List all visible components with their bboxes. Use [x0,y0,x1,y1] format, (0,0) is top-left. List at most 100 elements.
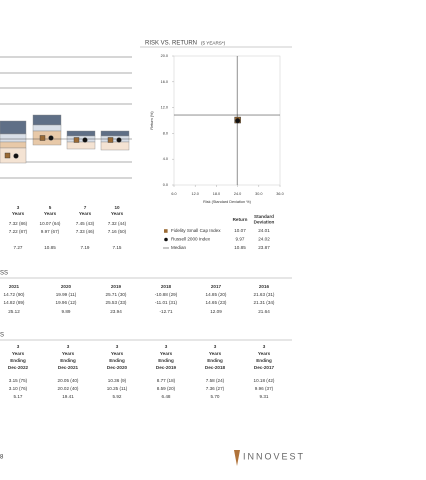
table-cell: 25.71 (30) [106,292,127,297]
column-header: Dec-2020 [107,365,128,370]
x-tick-label: 30.0 [255,192,262,196]
table-cell: 10.25 (11) [107,386,128,391]
table-cell: 24.02 [258,237,270,242]
column-header: 7 [84,205,87,210]
table-cell: 5.70 [211,394,220,399]
column-header: 5 [49,205,52,210]
table-cell: 7.32 (44) [108,221,127,226]
table-cell: 10.18 (42) [254,378,275,383]
column-header: Years [12,351,25,356]
point [235,118,241,124]
table-cell: 25.12 [8,309,20,314]
table-cell: 7.19 [81,245,90,250]
column-header: Ending [60,358,76,363]
chart-title: RISK VS. RETURN [145,41,197,47]
table-cell: 14.82 (89) [4,300,25,305]
table-cell: 12.09 [210,309,222,314]
column-header: 3 [165,344,168,349]
table-cell: -10.88 (29) [155,292,178,297]
table-cell: 9.97 (67) [41,229,60,234]
y-axis-label: Return (%) [150,111,154,130]
table-cell: 14.85 (20) [206,292,227,297]
chart-subtitle: (5 YEARS*) [201,41,226,46]
column-header: Years [111,211,124,216]
table-cell: 21.64 [258,309,270,314]
column-header: Ending [109,358,125,363]
plot-frame [173,55,281,186]
table-cell: 7.45 (43) [76,221,95,226]
y-tick-label: 8.0 [163,131,168,135]
table-cell: 7.58 (24) [206,378,225,383]
table-cell: 20.05 (40) [58,378,79,383]
column-header: Years [258,351,271,356]
table-cell: 7.36 (27) [206,386,225,391]
column-header: Years [209,351,222,356]
table-cell: 10.07 (64) [40,221,61,226]
x-tick-label: 12.0 [192,192,199,196]
page-number: 8 [0,455,4,461]
column-header: Years [160,351,173,356]
column-header: Years [12,211,25,216]
column-header: Dec-2017 [254,365,275,370]
y-tick-label: 20.0 [161,54,168,58]
table-cell: 3.10 (76) [9,386,28,391]
column-header: Ending [158,358,174,363]
table-cell: 7.15 [113,245,122,250]
table-cell: 6.48 [162,394,171,399]
table-cell: 5.92 [113,394,122,399]
table-cell: 8.77 (18) [157,378,176,383]
table-cell: 9.96 (37) [255,386,274,391]
x-tick-label: 24.0 [234,192,241,196]
table-cell: -12.71 [159,309,172,314]
table-cell: 20.02 (40) [58,386,79,391]
table-cell: 23.94 [110,309,122,314]
column-header: Ending [10,358,26,363]
table-cell: 24.01 [258,228,270,233]
column-header: 3 [116,344,119,349]
y-tick-label: 4.0 [163,157,168,161]
column-header: 2016 [259,284,270,289]
table-header: Return [233,217,248,222]
logo-text: INNOVEST [243,451,305,461]
table-cell: 10.07 [234,228,246,233]
table-cell: 7.22 (87) [9,229,28,234]
performance-boxes [0,56,132,179]
table-cell: 19.96 (12) [56,300,77,305]
table-header: Standard Deviation [254,214,275,225]
x-tick-label: 36.0 [276,192,283,196]
table-cell: -11.01 (31) [155,300,178,305]
column-header: Years [44,211,57,216]
column-header: 2020 [61,284,72,289]
x-axis-label: Risk (Standard Deviation %) [203,200,251,204]
column-header: 10 [114,205,120,210]
column-header: 3 [214,344,217,349]
table-cell: 9.89 [62,309,71,314]
column-header: Years [79,211,92,216]
table-cell: 23.87 [258,245,270,250]
column-header: 3 [263,344,266,349]
logo-icon [234,450,240,466]
table-cell: 21.31 (34) [254,300,275,305]
column-header: 2021 [9,284,20,289]
column-header: Years [62,351,75,356]
table-cell: 9.97 [236,237,245,242]
table-cell: 3.15 (75) [9,378,28,383]
column-header: Dec-2019 [156,365,177,370]
table-cell: 10.85 [44,245,56,250]
x-tick-label: 18.0 [213,192,220,196]
table-cell: 7.16 (50) [108,229,127,234]
column-header: Dec-2018 [205,365,226,370]
column-header: 2018 [161,284,172,289]
y-tick-label: 16.0 [161,80,168,84]
column-header: 2017 [211,284,222,289]
table-cell: 14.65 (23) [206,300,227,305]
table-cell: 9.31 [260,394,269,399]
table-cell: 7.32 (86) [9,221,28,226]
section-title: S [0,333,4,339]
table-cell: 10.36 (9) [108,378,127,383]
column-header: 3 [17,205,20,210]
legend-marker [164,229,168,233]
table-cell: 19.99 (11) [56,292,77,297]
